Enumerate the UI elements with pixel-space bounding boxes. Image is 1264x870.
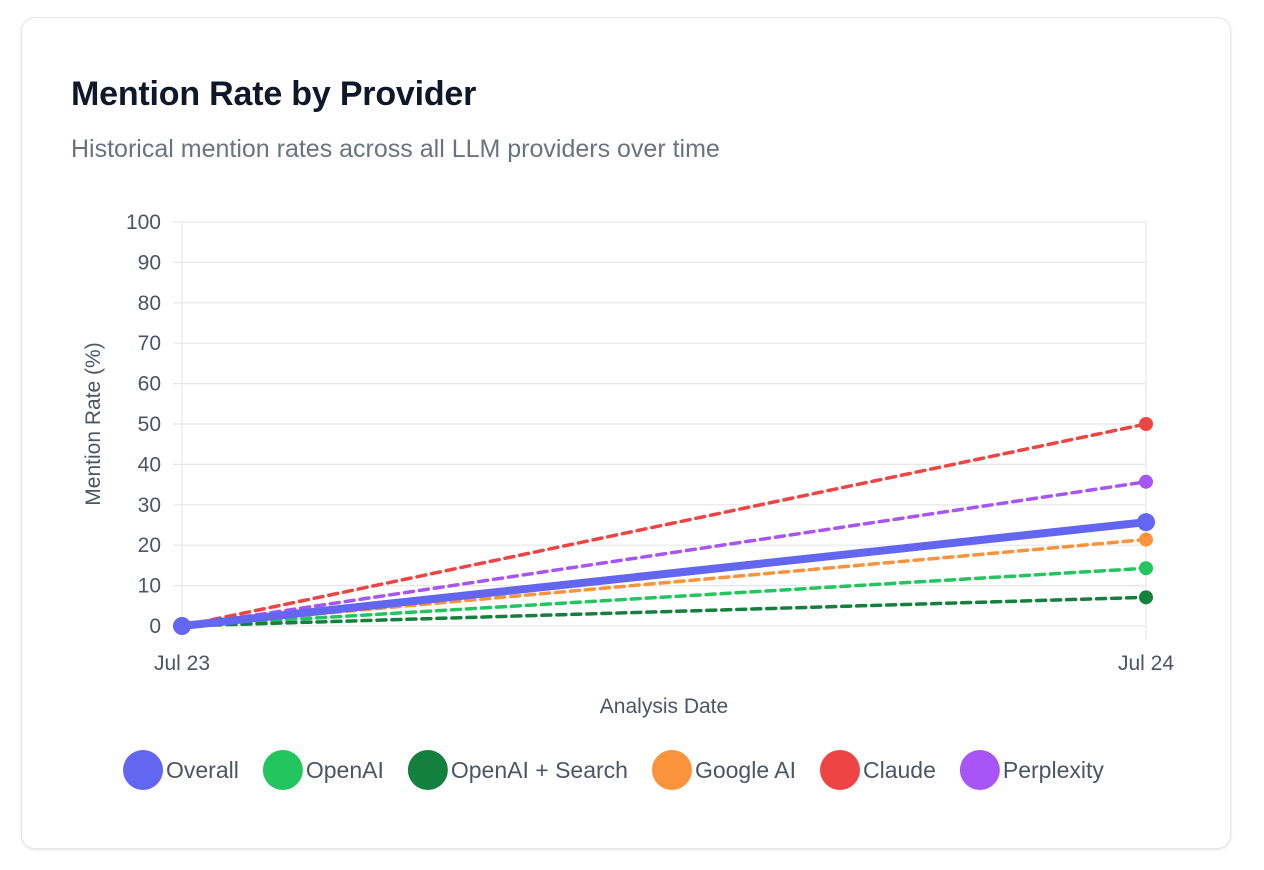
series-line-openai: [180, 566, 1148, 628]
x-tick-label: Jul 24: [1118, 652, 1174, 675]
y-tick-label: 40: [138, 453, 161, 476]
legend-swatch-perplexity: [959, 750, 1000, 790]
legend-label-google-ai: Google AI: [695, 757, 796, 783]
data-point-claude: [1139, 417, 1153, 431]
legend-swatch-google-ai: [651, 750, 692, 790]
legend: Overall OpenAI OpenAI + Search Google AI Cla…: [123, 750, 1104, 790]
chart-card: Mention Rate by Provider Historical ment…: [21, 17, 1231, 849]
y-axis-ticks: 0 10 20 30 40 50 60 70 80 90 100: [126, 211, 161, 638]
data-point-google-ai: [1139, 532, 1153, 547]
series-line-google-ai: [180, 537, 1148, 628]
y-tick-label: 100: [126, 211, 161, 234]
series-line-perplexity: [180, 480, 1148, 628]
y-axis-title: Mention Rate (%): [82, 342, 105, 505]
data-point-perplexity: [1139, 474, 1153, 489]
y-tick-label: 60: [138, 373, 161, 396]
legend-label-overall: Overall: [166, 757, 239, 783]
y-tick-label: 70: [138, 332, 161, 355]
x-axis-ticks: Jul 23 Jul 24: [154, 652, 1174, 675]
data-point-overall: [1137, 513, 1155, 532]
legend-label-claude: Claude: [863, 757, 936, 783]
x-axis-title: Analysis Date: [600, 695, 728, 718]
y-tick-label: 0: [149, 615, 161, 638]
y-tick-label: 90: [138, 251, 161, 274]
y-tick-label: 80: [138, 292, 161, 315]
series-lines: [173, 417, 1155, 635]
y-tick-label: 20: [138, 534, 161, 557]
legend-label-openai-search: OpenAI + Search: [451, 757, 628, 783]
data-point-overall: [173, 617, 191, 635]
legend-swatch-overall: [123, 750, 163, 790]
legend-swatch-claude: [819, 750, 860, 790]
series-line-openai-search: [180, 595, 1148, 628]
legend-label-perplexity: Perplexity: [1003, 757, 1104, 783]
y-tick-label: 30: [138, 494, 161, 517]
chart-title: Mention Rate by Provider: [71, 75, 477, 113]
y-tick-label: 50: [138, 413, 161, 436]
legend-label-openai: OpenAI: [306, 757, 384, 783]
data-point-openai: [1139, 561, 1153, 576]
series-line-overall: [178, 518, 1150, 630]
x-tick-label: Jul 23: [154, 652, 210, 675]
legend-swatch-openai-search: [407, 750, 448, 790]
legend-swatch-openai: [262, 750, 303, 790]
series-line-claude: [180, 422, 1148, 628]
y-tick-label: 10: [138, 575, 161, 598]
chart-subtitle: Historical mention rates across all LLM …: [71, 135, 720, 163]
data-point-openai-search: [1139, 590, 1153, 605]
